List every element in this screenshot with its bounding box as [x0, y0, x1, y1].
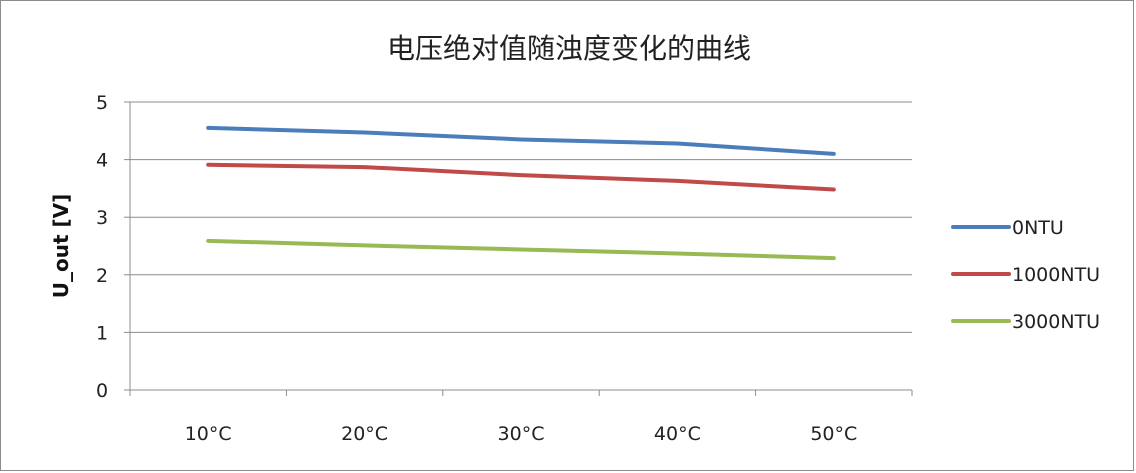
series-line-0NTU	[206, 125, 836, 156]
legend-label: 1000NTU	[1012, 264, 1100, 286]
y-tick-label: 2	[96, 265, 108, 287]
gridlines	[130, 101, 912, 333]
x-tick-label: 50°C	[810, 423, 857, 445]
x-tick-label: 30°C	[498, 423, 545, 445]
x-tick-label: 40°C	[654, 423, 701, 445]
axes	[124, 101, 913, 396]
x-tick-labels: 10°C 20°C 30°C 40°C 50°C	[185, 423, 858, 445]
series-line-1000NTU	[206, 162, 836, 192]
y-tick-label: 3	[96, 207, 108, 229]
legend: 0NTU 1000NTU 3000NTU	[951, 217, 1100, 333]
x-tick-label: 20°C	[341, 423, 388, 445]
chart-title: 电压绝对值随浊度变化的曲线	[387, 32, 751, 65]
y-tick-label: 0	[96, 380, 108, 402]
y-tick-label: 1	[96, 322, 108, 344]
y-tick-label: 5	[96, 92, 108, 114]
x-tick-label: 10°C	[185, 423, 232, 445]
y-tick-label: 4	[96, 150, 108, 172]
y-axis-label: U_out [V]	[49, 194, 73, 299]
legend-label: 0NTU	[1012, 217, 1064, 239]
y-tick-labels: 0 1 2 3 4 5	[96, 92, 108, 402]
series-lines	[206, 125, 836, 261]
series-line-3000NTU	[206, 238, 836, 261]
legend-label: 3000NTU	[1012, 311, 1100, 333]
